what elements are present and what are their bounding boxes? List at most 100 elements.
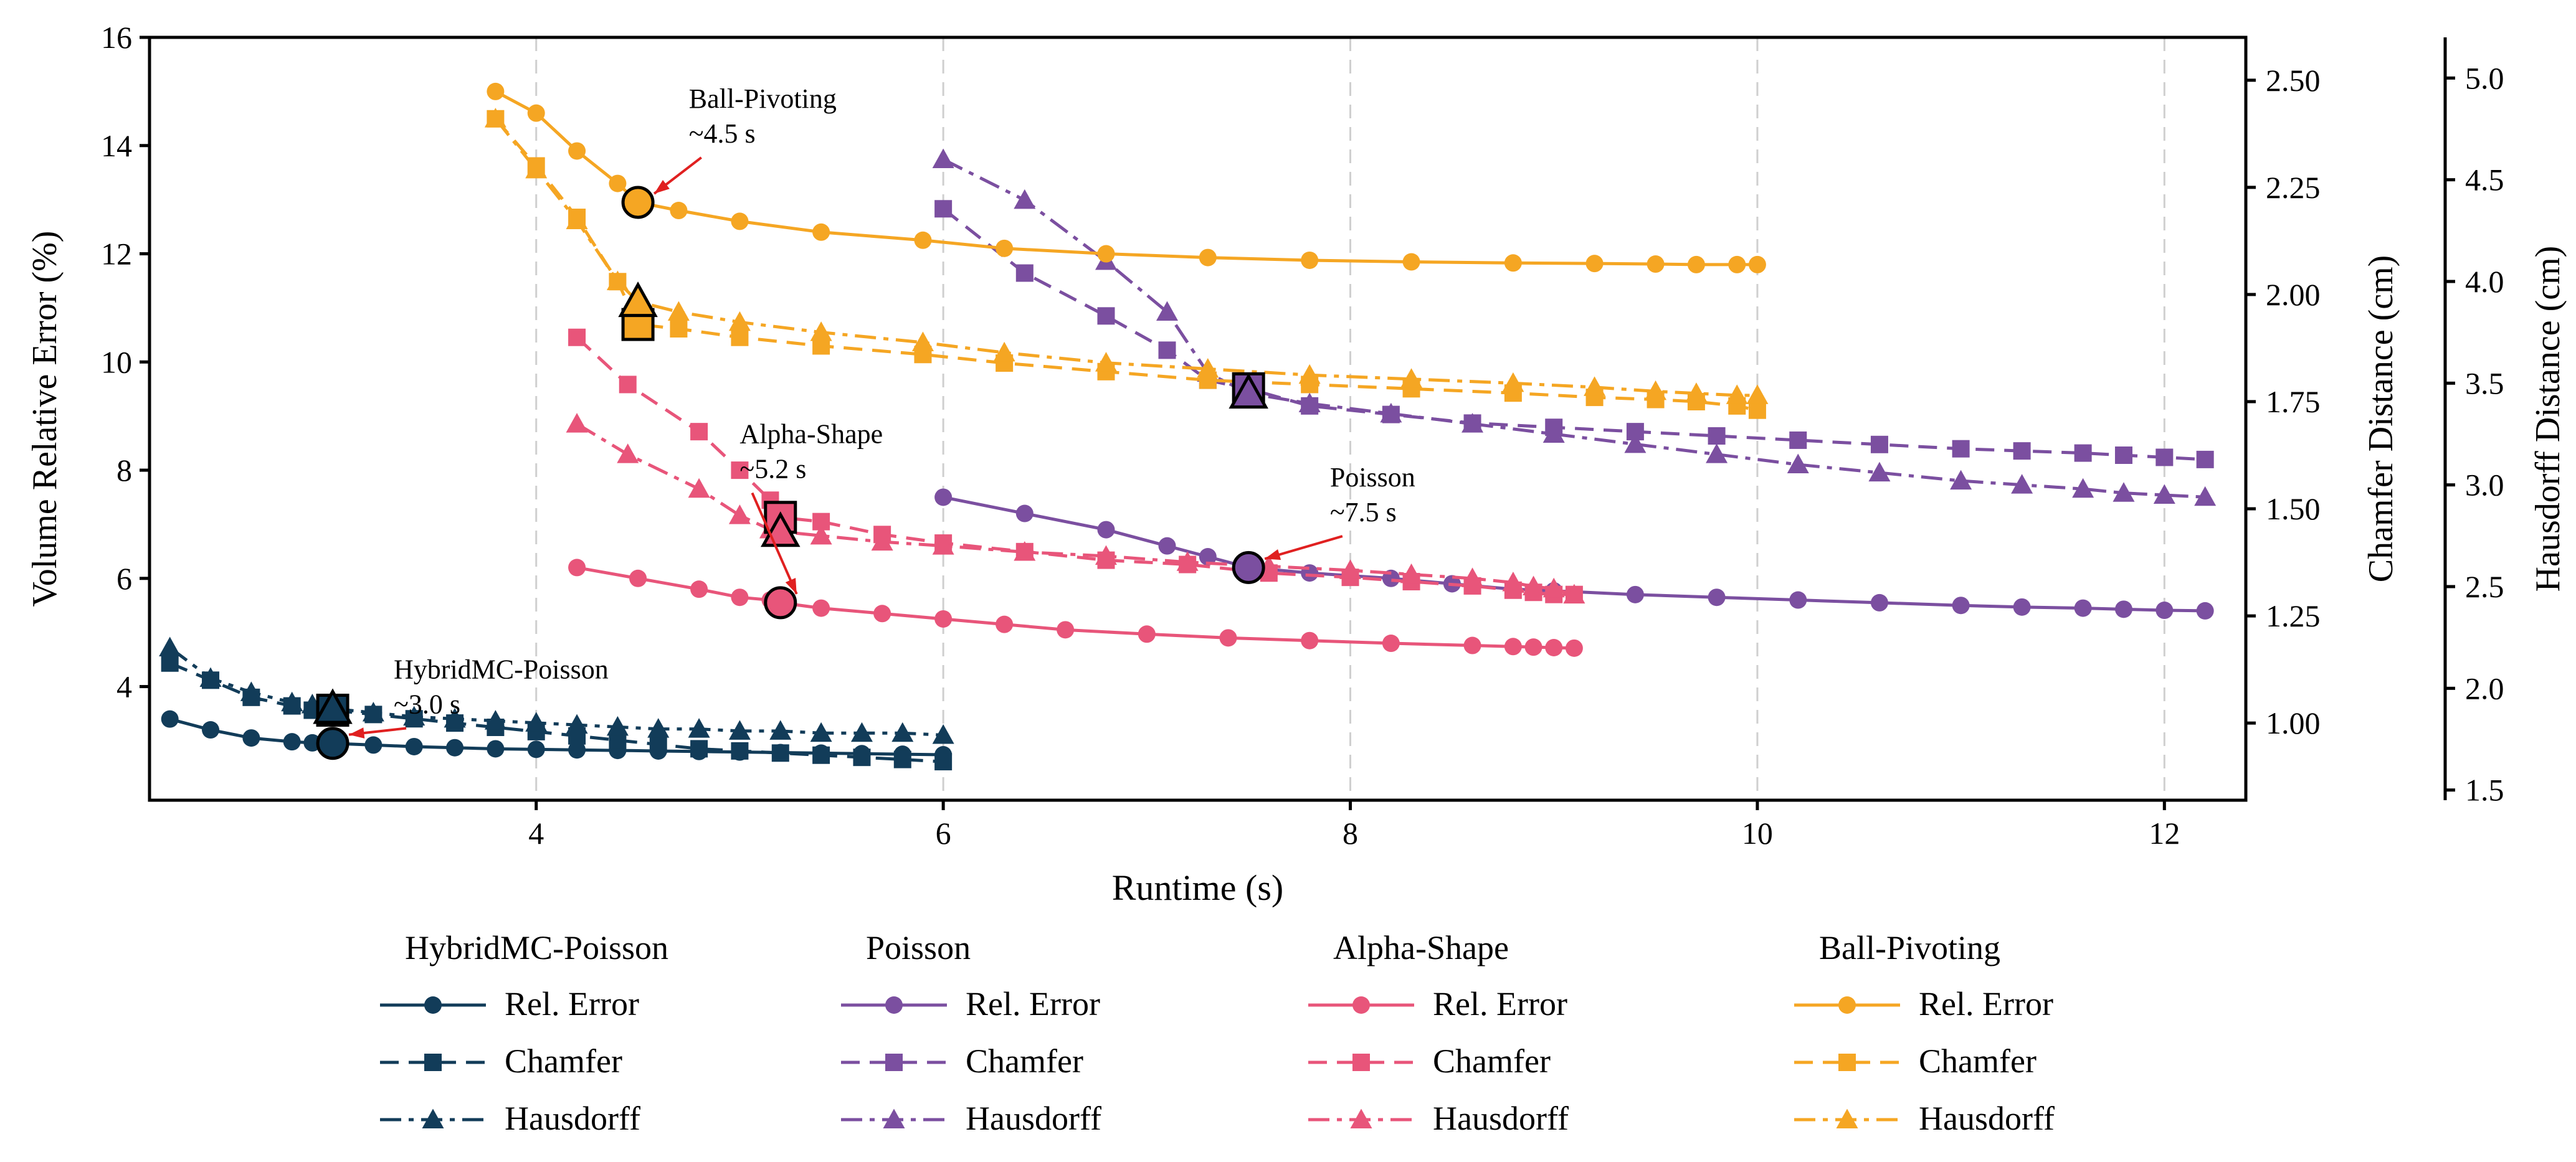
y-left-tick-label: 4 — [116, 669, 132, 704]
alpha-shape-hausdorff-point — [1400, 563, 1423, 583]
alpha-shape-hausdorff-point — [1502, 571, 1524, 592]
alpha-shape-rel-point — [1301, 631, 1319, 649]
ball-pivoting-hausdorff-point — [484, 108, 506, 128]
poisson-hausdorff-point — [2011, 474, 2033, 494]
alpha-shape-hausdorff-point — [617, 443, 639, 463]
alpha-shape-rel-point — [812, 599, 830, 617]
poisson-chamfer-point — [2155, 448, 2174, 466]
poisson-hausdorff-point — [1706, 443, 1728, 463]
hausdorff-tick-label: 4.0 — [2465, 264, 2504, 299]
hybridmc-poisson-hausdorff-point — [403, 706, 425, 726]
poisson-hausdorff-line — [943, 158, 2205, 499]
hybridmc-poisson-chamfer-point — [853, 749, 871, 767]
legend-group-title: HybridMC-Poisson — [405, 929, 668, 966]
x-tick-label: 10 — [1742, 816, 1773, 851]
hybridmc-poisson-highlight-hausdorff — [313, 688, 353, 724]
y-left-tick-label: 8 — [116, 453, 132, 488]
ball-pivoting-rel-point — [1301, 251, 1319, 269]
alpha-shape-chamfer-point — [690, 423, 708, 441]
hybridmc-poisson-hausdorff-point — [769, 720, 792, 740]
alpha-shape-rel-point — [1565, 639, 1583, 657]
hausdorff-tick-label: 4.5 — [2465, 163, 2504, 197]
hybridmc-poisson-hausdorff-point — [647, 718, 670, 738]
hybridmc-poisson-hausdorff-point — [199, 667, 222, 687]
ball-pivoting-rel-point — [1585, 255, 1604, 273]
legend-entry-label: Hausdorff — [505, 1100, 640, 1137]
chamfer-tick-label: 1.50 — [2266, 491, 2321, 526]
ball-pivoting-rel-point — [568, 142, 586, 160]
hybridmc-poisson-chamfer-point — [893, 750, 911, 768]
hybridmc-poisson-chamfer-point — [731, 742, 749, 760]
poisson-hausdorff-point — [2153, 484, 2175, 504]
alpha-shape-rel-point — [731, 588, 749, 607]
hybridmc-poisson-chamfer-point — [934, 753, 953, 771]
alpha-shape-chamfer-point — [731, 461, 749, 479]
ball-pivoting-annotation-arrowhead — [654, 180, 670, 194]
chamfer-tick-label: 2.25 — [2266, 170, 2321, 205]
poisson-hausdorff-point — [2194, 486, 2217, 506]
chamfer-tick-label: 1.75 — [2266, 384, 2321, 419]
poisson-hausdorff-point — [1787, 453, 1809, 473]
legend-marker — [885, 996, 903, 1014]
legend-entry-label: Rel. Error — [1919, 985, 2053, 1023]
ball-pivoting-rel-point — [527, 104, 545, 122]
ball-pivoting-rel-point — [1647, 255, 1665, 273]
x-tick-label: 6 — [936, 816, 951, 851]
ball-pivoting-hausdorff-point — [1095, 352, 1117, 372]
hybridmc-poisson-hausdorff-point — [525, 712, 548, 732]
series-group-ball-pivoting — [484, 82, 1769, 419]
poisson-rel-point — [1708, 588, 1726, 607]
y-left-tick-label: 6 — [116, 561, 132, 596]
hybridmc-poisson-hausdorff-point — [159, 636, 181, 656]
legend-marker — [1838, 1054, 1856, 1071]
hybridmc-poisson-rel-point — [202, 721, 220, 739]
hybridmc-poisson-hausdorff-point — [728, 720, 751, 740]
hybridmc-poisson-rel-point — [446, 739, 464, 757]
poisson-rel-point — [2155, 602, 2174, 620]
hybridmc-poisson-chamfer-point — [649, 735, 667, 753]
poisson-hausdorff-point — [1542, 423, 1565, 443]
ball-pivoting-hausdorff-line — [494, 118, 1757, 397]
ball-pivoting-rel-point — [487, 82, 505, 100]
poisson-chamfer-point — [1158, 341, 1176, 359]
hybridmc-poisson-hausdorff-point — [444, 707, 466, 728]
ball-pivoting-annotation-time: ~4.5 s — [689, 118, 756, 149]
hausdorff-tick-label: 3.5 — [2465, 366, 2504, 400]
annotations: HybridMC-Poisson ~3.0 s Poisson ~7.5 s Alpha… — [313, 83, 1415, 760]
hybridmc-poisson-chamfer-point — [161, 654, 179, 672]
poisson-chamfer-point — [2114, 446, 2132, 464]
legend: HybridMC-Poisson Rel. Error Chamfer Hausdor… — [380, 929, 2055, 1137]
ball-pivoting-rel-point — [1402, 253, 1420, 271]
legend-entry-label: Chamfer — [1433, 1042, 1551, 1080]
hybridmc-poisson-hausdorff-point — [240, 681, 262, 701]
poisson-rel-point — [934, 488, 953, 506]
legend-marker — [1352, 996, 1370, 1014]
ball-pivoting-hausdorff-point — [911, 331, 934, 351]
poisson-chamfer-point — [1015, 264, 1034, 282]
hausdorff-tick-label: 5.0 — [2465, 60, 2504, 95]
x-tick-label: 4 — [528, 816, 544, 851]
legend-group-title: Alpha-Shape — [1333, 929, 1509, 966]
poisson-chamfer-point — [2074, 444, 2092, 462]
poisson-rel-point — [1626, 585, 1644, 603]
hybridmc-poisson-hausdorff-point — [891, 722, 914, 742]
alpha-shape-rel-point — [1463, 636, 1481, 654]
axes: 4 6 8 10 12 Runtime (s) 4 6 8 10 12 14 16 Volume Rela… — [26, 20, 2567, 908]
hybridmc-poisson-annotation-name: HybridMC-Poisson — [394, 654, 609, 685]
hybridmc-poisson-hausdorff-point — [566, 714, 588, 734]
ball-pivoting-rel-point — [1199, 248, 1217, 267]
hybridmc-poisson-rel-point — [487, 740, 505, 758]
hybridmc-poisson-rel-point — [568, 741, 586, 759]
poisson-chamfer-point — [2196, 450, 2214, 468]
legend-group-title: Poisson — [866, 929, 971, 966]
poisson-highlight-hausdorff — [1229, 373, 1268, 409]
ball-pivoting-chamfer-point — [731, 328, 749, 346]
y-left-axis-label: Volume Relative Error (%) — [26, 231, 64, 607]
alpha-shape-chamfer-point — [568, 328, 586, 346]
alpha-shape-rel-point — [873, 605, 891, 623]
hybridmc-poisson-rel-point — [527, 740, 545, 758]
alpha-shape-rel-point — [629, 569, 647, 587]
alpha-shape-hausdorff-point — [1563, 583, 1585, 604]
hybridmc-poisson-rel-point — [242, 729, 260, 747]
ball-pivoting-hausdorff-point — [1502, 372, 1524, 392]
